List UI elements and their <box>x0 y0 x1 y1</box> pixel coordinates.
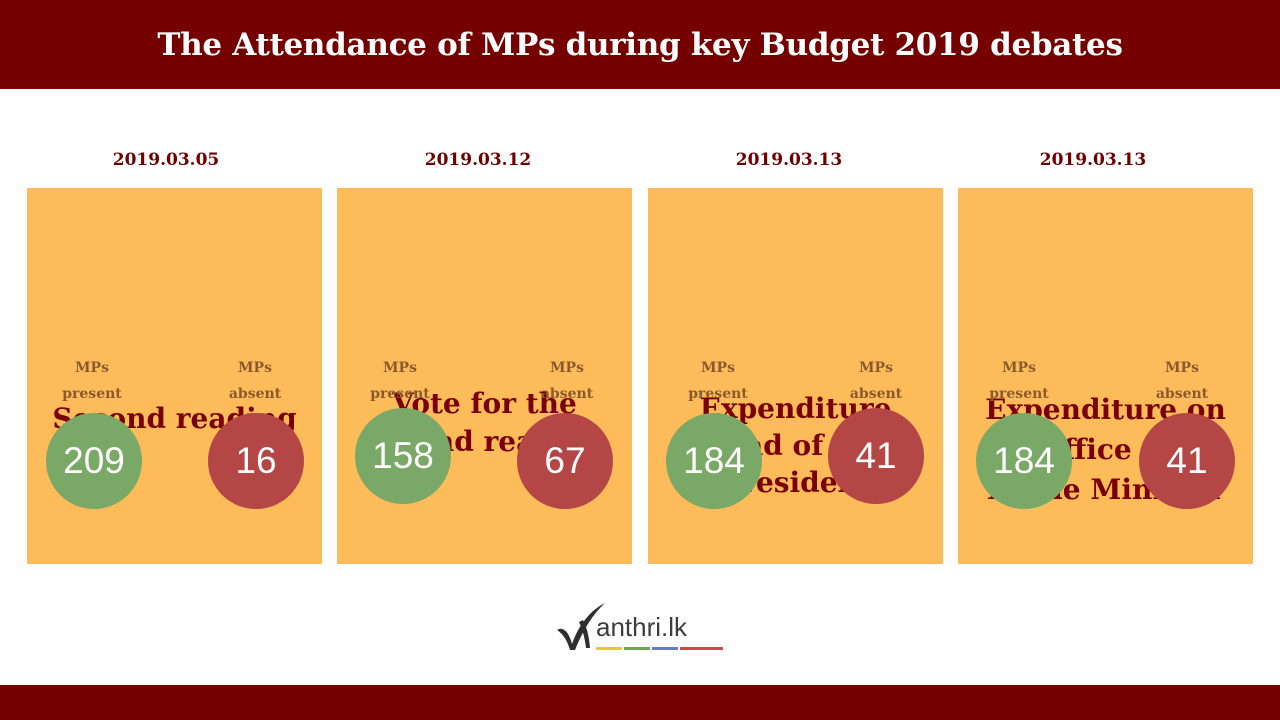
logo-bar-yellow <box>596 647 622 650</box>
absent-label: MPs absent <box>540 360 594 402</box>
logo-bar-red <box>680 647 723 650</box>
debate-date: 2019.03.13 <box>735 150 843 170</box>
debate-date: 2019.03.05 <box>112 150 220 170</box>
logo-text: anthri.lk <box>596 612 688 642</box>
header-bar: The Attendance of MPs during key Budget … <box>0 0 1280 89</box>
absent-label: MPs absent <box>849 360 903 402</box>
absent-count-circle: 41 <box>828 408 924 504</box>
debate-date: 2019.03.13 <box>1039 150 1147 170</box>
footer-bar <box>0 685 1280 720</box>
present-count-circle: 209 <box>46 413 142 509</box>
absent-count-circle: 41 <box>1139 413 1235 509</box>
present-count-circle: 158 <box>355 408 451 504</box>
absent-count-circle: 16 <box>208 413 304 509</box>
logo-bar-green <box>624 647 650 650</box>
present-count-circle: 184 <box>976 413 1072 509</box>
logo-bar-blue <box>652 647 678 650</box>
absent-label: MPs absent <box>1155 360 1209 402</box>
manthri-check-logo-icon <box>557 603 605 650</box>
present-count-circle: 184 <box>666 413 762 509</box>
present-label: MPs present <box>989 360 1049 402</box>
present-label: MPs present <box>688 360 748 402</box>
manthri-logo: anthri.lk <box>555 600 730 652</box>
present-label: MPs present <box>370 360 430 402</box>
debate-date: 2019.03.12 <box>424 150 532 170</box>
absent-count-circle: 67 <box>517 413 613 509</box>
page-title: The Attendance of MPs during key Budget … <box>157 26 1123 63</box>
absent-label: MPs absent <box>228 360 282 402</box>
present-label: MPs present <box>62 360 122 402</box>
